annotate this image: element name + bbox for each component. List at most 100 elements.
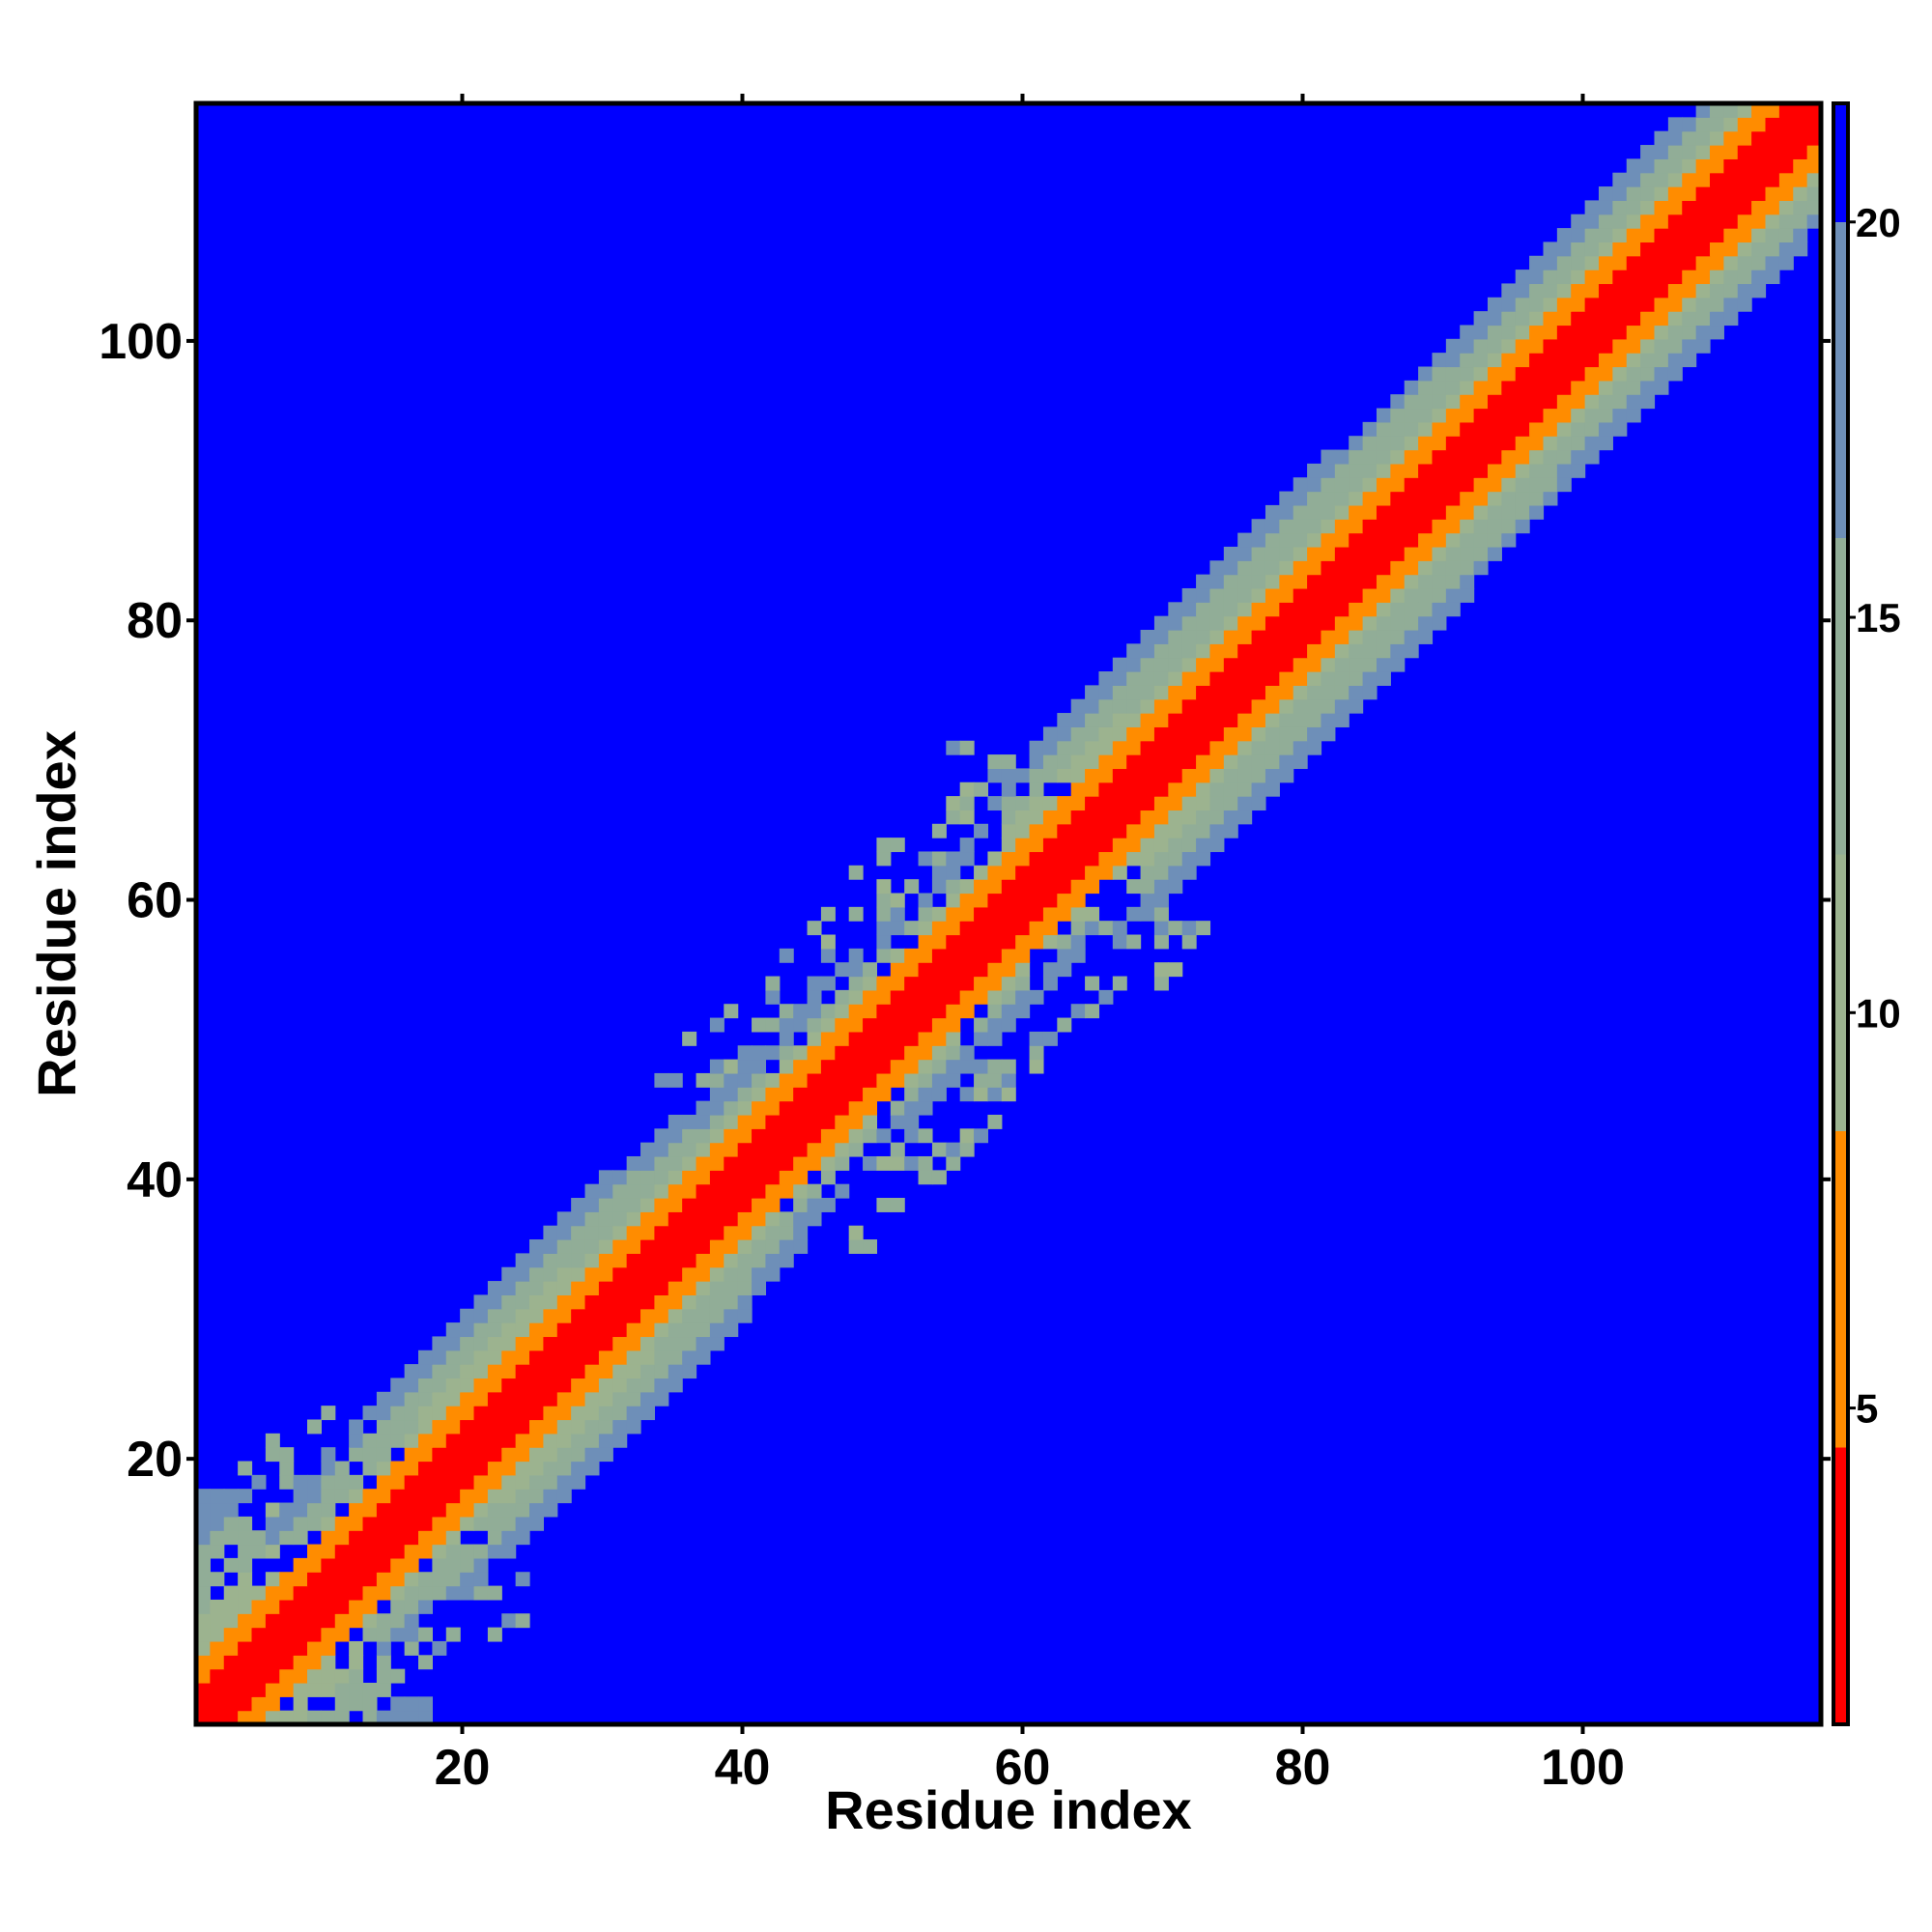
- heatmap-cell: [974, 921, 989, 936]
- heatmap-cell: [1085, 726, 1100, 742]
- heatmap-cell: [1667, 242, 1683, 257]
- heatmap-cell: [501, 1447, 517, 1463]
- heatmap-cell: [1085, 768, 1100, 783]
- heatmap-cell: [946, 1045, 961, 1061]
- heatmap-cell: [1362, 546, 1378, 561]
- heatmap-cell: [1153, 781, 1169, 797]
- heatmap-cell: [724, 1128, 739, 1144]
- heatmap-cell: [1695, 213, 1711, 229]
- heatmap-cell: [654, 1155, 669, 1171]
- heatmap-cell: [1598, 297, 1613, 312]
- heatmap-cell: [1445, 394, 1461, 410]
- heatmap-cell: [1765, 213, 1780, 229]
- heatmap-cell: [1237, 810, 1253, 825]
- heatmap-cell: [1418, 574, 1434, 589]
- heatmap-cell: [904, 879, 920, 895]
- heatmap-cell: [626, 1155, 641, 1171]
- heatmap-cell: [1098, 685, 1114, 700]
- heatmap-cell: [515, 1281, 530, 1295]
- heatmap-cell: [445, 1350, 461, 1365]
- heatmap-cell: [279, 1668, 295, 1684]
- heatmap-cell: [529, 1489, 545, 1504]
- heatmap-cell: [1085, 685, 1100, 700]
- heatmap-cell: [1196, 629, 1211, 644]
- heatmap-cell: [1264, 643, 1280, 659]
- heatmap-cell: [515, 1253, 530, 1268]
- heatmap-cell: [307, 1640, 322, 1656]
- heatmap-cell: [959, 879, 975, 895]
- heatmap-cell: [793, 1114, 809, 1129]
- heatmap-cell: [349, 1557, 364, 1573]
- heatmap-cell: [1556, 449, 1572, 465]
- heatmap-cell: [959, 962, 975, 978]
- heatmap-cell: [418, 1364, 433, 1379]
- heatmap-cell: [1029, 989, 1044, 1005]
- heatmap-cell: [307, 1682, 322, 1697]
- heatmap-cell: [598, 1447, 613, 1463]
- heatmap-cell: [1737, 270, 1752, 285]
- heatmap-cell: [1695, 311, 1711, 327]
- heatmap-cell: [765, 1114, 781, 1129]
- heatmap-cell: [1029, 740, 1044, 755]
- heatmap-cell: [918, 934, 933, 950]
- heatmap-cell: [890, 893, 905, 908]
- heatmap-cell: [1501, 504, 1517, 520]
- heatmap-cell: [1529, 325, 1545, 340]
- heatmap-cell: [279, 1655, 295, 1670]
- heatmap-cell: [1223, 546, 1238, 561]
- heatmap-cell: [793, 1239, 809, 1254]
- heatmap-cell: [432, 1640, 447, 1656]
- heatmap-cell: [682, 1239, 697, 1254]
- heatmap-cell: [1140, 740, 1155, 755]
- heatmap-cell: [1737, 158, 1752, 174]
- heatmap-cell: [1556, 366, 1572, 382]
- heatmap-cell: [460, 1585, 475, 1601]
- heatmap-cell: [1404, 380, 1419, 395]
- heatmap-cell: [709, 1253, 724, 1268]
- heatmap-cell: [1695, 242, 1711, 257]
- heatmap-cell: [598, 1336, 613, 1351]
- heatmap-cell: [1682, 200, 1697, 215]
- heatmap-cell: [1264, 671, 1280, 686]
- heatmap-cell: [946, 893, 961, 908]
- heatmap-cell: [293, 1502, 308, 1518]
- heatmap-cell: [1543, 255, 1558, 270]
- heatmap-cell: [460, 1364, 475, 1379]
- heatmap-cell: [1376, 491, 1391, 506]
- heatmap-cell: [668, 1198, 683, 1212]
- heatmap-cell: [1778, 117, 1794, 132]
- heatmap-cell: [1085, 796, 1100, 811]
- heatmap-cell: [487, 1447, 502, 1463]
- heatmap-cell: [1751, 213, 1767, 229]
- heatmap-cell: [501, 1474, 517, 1490]
- heatmap-cell: [279, 1640, 295, 1656]
- heatmap-cell: [487, 1406, 502, 1421]
- heatmap-cell: [765, 1211, 781, 1227]
- heatmap-cell: [1196, 713, 1211, 727]
- heatmap-cell: [918, 1087, 933, 1102]
- heatmap-cell: [1432, 408, 1447, 423]
- heatmap-cell: [529, 1474, 545, 1490]
- heatmap-cell: [571, 1198, 586, 1212]
- heatmap-cell: [654, 1391, 669, 1406]
- heatmap-cell: [959, 906, 975, 922]
- heatmap-cell: [584, 1308, 600, 1323]
- heatmap-cell: [1085, 810, 1100, 825]
- heatmap-cell: [445, 1322, 461, 1338]
- heatmap-cell: [501, 1502, 517, 1518]
- heatmap-cell: [293, 1572, 308, 1587]
- heatmap-cell: [210, 1655, 225, 1670]
- heatmap-cell: [626, 1211, 641, 1227]
- heatmap-cell: [1334, 671, 1350, 686]
- heatmap-cell: [1362, 629, 1378, 644]
- heatmap-cell: [1418, 560, 1434, 576]
- heatmap-cell: [1057, 740, 1072, 755]
- heatmap-cell: [1085, 740, 1100, 755]
- heatmap-cell: [501, 1406, 517, 1421]
- heatmap-cell: [1626, 186, 1641, 201]
- heatmap-cell: [1349, 491, 1364, 506]
- heatmap-cell: [1376, 436, 1391, 451]
- heatmap-cell: [709, 1100, 724, 1116]
- heatmap-cell: [974, 976, 989, 991]
- heatmap-cell: [1349, 698, 1364, 714]
